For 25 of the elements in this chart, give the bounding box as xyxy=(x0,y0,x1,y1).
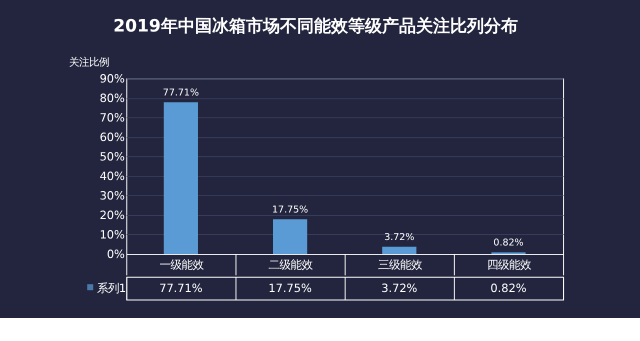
y-tick-label: 60% xyxy=(100,130,126,144)
x-tick-label: 一级能效 xyxy=(159,258,204,272)
text: 0.82% xyxy=(490,280,527,295)
text: 3.72% xyxy=(381,280,418,295)
y-tick-label: 70% xyxy=(100,110,126,125)
x-tick-label: 三级能效 xyxy=(378,258,422,272)
text: 77.71% xyxy=(159,280,203,295)
y-tick-label: 50% xyxy=(100,150,126,164)
legend-label: 系列1 xyxy=(96,280,126,295)
y-tick-label: 20% xyxy=(100,208,126,222)
x-tick-label: 二级能效 xyxy=(268,258,313,272)
y-tick-label: 80% xyxy=(100,91,126,106)
y-tick-label: 10% xyxy=(100,228,126,242)
y-tick-label: 90% xyxy=(100,72,126,86)
text: 0.82% xyxy=(493,238,524,249)
y-tick-label: 30% xyxy=(100,188,126,203)
x-tick-label: 四级能效 xyxy=(486,258,531,272)
text: 17.75% xyxy=(272,204,308,216)
y-axis-title: 关注比例 xyxy=(68,56,109,68)
text: 3.72% xyxy=(384,232,414,244)
y-tick-label: 0% xyxy=(106,247,126,262)
text: 17.75% xyxy=(268,280,312,295)
chart-title: 2019年中国冰箱市场不同能效等级产品关注比列分布 xyxy=(113,16,518,36)
text: 77.71% xyxy=(162,88,199,99)
y-tick-label: 40% xyxy=(100,169,126,184)
